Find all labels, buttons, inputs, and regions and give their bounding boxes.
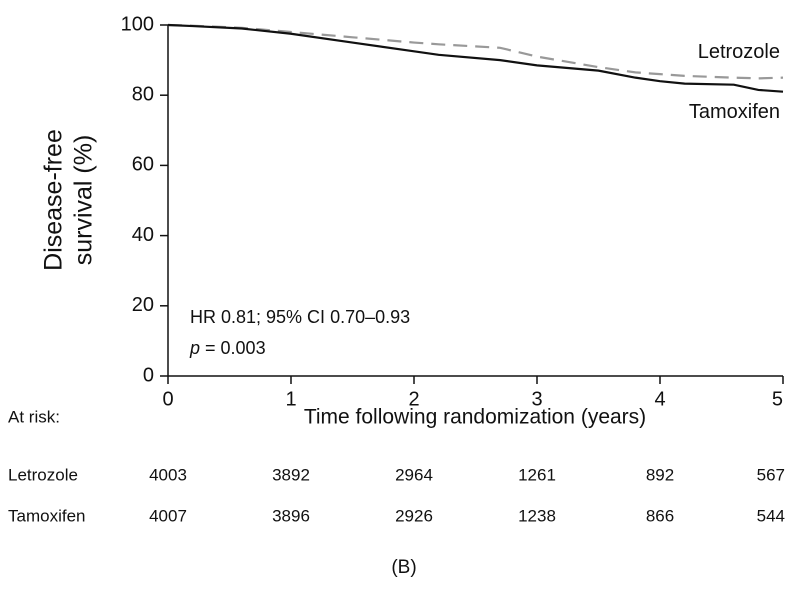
x-tick-label: 3 [531, 388, 542, 410]
y-tick-label: 60 [132, 154, 154, 176]
y-label-line: survival (%) [70, 135, 98, 266]
annotation: HR 0.81; 95% CI 0.70–0.93 [190, 307, 410, 327]
at-risk-count: 892 [646, 465, 674, 484]
at-risk-label: At risk: [8, 407, 60, 426]
annotation-part: p [189, 338, 200, 358]
x-tick-label: 2 [408, 388, 419, 410]
y-label-line: Disease-free [40, 129, 68, 271]
panel-label: (B) [391, 557, 416, 578]
annotation-part: HR 0.81; 95% CI 0.70–0.93 [190, 307, 410, 327]
at-risk-row-name: Letrozole [8, 465, 78, 484]
x-tick-label: 0 [162, 388, 173, 410]
at-risk-count: 866 [646, 506, 674, 525]
at-risk-count: 4003 [149, 465, 187, 484]
at-risk-count: 2926 [395, 506, 433, 525]
at-risk-count: 1238 [518, 506, 556, 525]
y-tick-label: 0 [143, 364, 154, 386]
y-tick-label: 40 [132, 224, 154, 246]
x-label: Time following randomization (years) [304, 406, 646, 429]
x-tick-label: 1 [285, 388, 296, 410]
x-tick-label: 5 [772, 388, 783, 410]
at-risk-count: 3892 [272, 465, 310, 484]
at-risk-count: 3896 [272, 506, 310, 525]
annotation-part: = 0.003 [200, 338, 266, 358]
at-risk-count: 2964 [395, 465, 433, 484]
series-line [167, 23, 784, 80]
y-tick-label: 80 [132, 83, 154, 105]
series-label: Tamoxifen [689, 101, 780, 123]
at-risk-row-name: Tamoxifen [8, 506, 85, 525]
y-tick-label: 100 [121, 13, 154, 35]
series-line [167, 23, 784, 93]
x-tick-label: 4 [654, 388, 665, 410]
series-label: Letrozole [698, 41, 780, 63]
at-risk-count: 567 [757, 465, 785, 484]
at-risk-count: 4007 [149, 506, 187, 525]
y-tick-label: 20 [132, 294, 154, 316]
at-risk-count: 544 [757, 506, 785, 525]
annotation: p = 0.003 [189, 338, 266, 358]
at-risk-count: 1261 [518, 465, 556, 484]
y-label: Disease-free survival (%) [40, 129, 98, 271]
